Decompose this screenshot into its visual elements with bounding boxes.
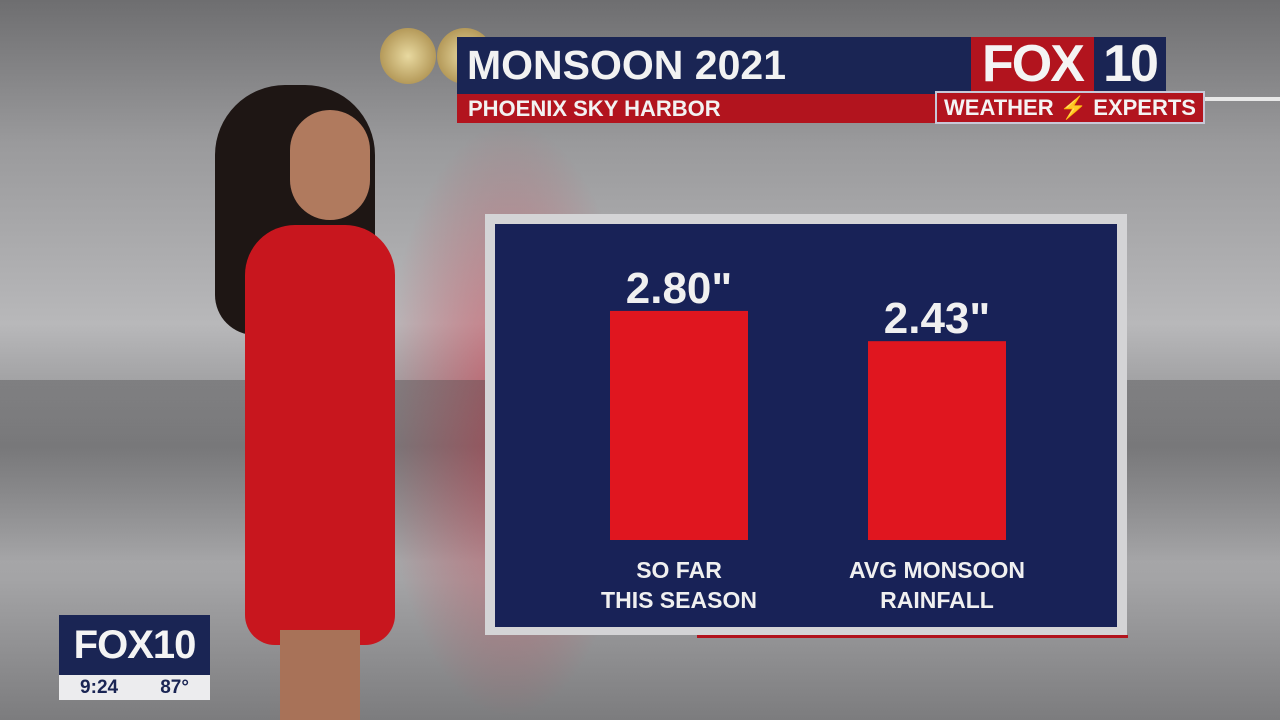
presenter-legs <box>280 630 360 720</box>
bar <box>610 310 748 540</box>
presenter-dress <box>245 225 395 645</box>
category-label: THIS SEASON <box>601 587 757 613</box>
presenter-face <box>290 110 370 220</box>
lightning-bolt-icon: ⚡ <box>1059 95 1088 120</box>
weather-label: WEATHER <box>944 95 1054 120</box>
graphic-subtitle: PHOENIX SKY HARBOR <box>468 96 721 121</box>
station-bug: FOX10 9:24 87° <box>59 615 210 700</box>
category-label: AVG MONSOON <box>849 557 1025 583</box>
chart-background <box>495 224 1117 627</box>
bar <box>868 341 1006 540</box>
clock: 9:24 <box>80 677 119 698</box>
data-label: 2.80" <box>626 264 733 313</box>
bug-logo: FOX10 <box>59 615 210 675</box>
weather-experts-badge: WEATHER ⚡ EXPERTS <box>935 91 1205 124</box>
background-light <box>380 28 436 84</box>
category-label: RAINFALL <box>880 587 994 613</box>
fox-logo: FOX <box>971 37 1094 92</box>
graphic-title: MONSOON 2021 <box>467 42 786 88</box>
subtitle-bar <box>457 94 937 123</box>
data-label: 2.43" <box>884 294 991 343</box>
temperature: 87° <box>160 677 189 698</box>
ten-logo: 10 <box>1094 37 1166 92</box>
divider <box>1205 97 1280 101</box>
category-label: SO FAR <box>636 557 722 583</box>
bar-chart: 2.80" SO FAR THIS SEASON 2.43" AVG MONSOON RA… <box>601 264 1025 613</box>
title-bar <box>457 37 972 94</box>
experts-label: EXPERTS <box>1093 95 1196 120</box>
chart-accent-line <box>697 635 1128 638</box>
